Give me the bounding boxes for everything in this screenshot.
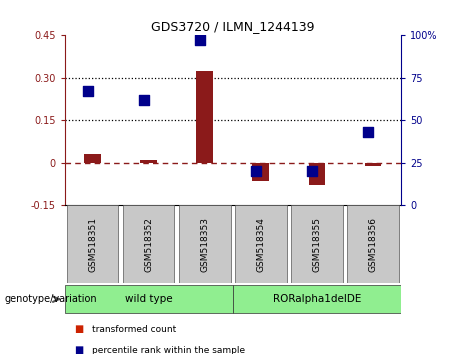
- Point: [308, 169, 316, 174]
- Bar: [84, 154, 101, 163]
- Bar: [67, 205, 118, 283]
- Bar: [179, 205, 230, 283]
- Text: transformed count: transformed count: [92, 325, 177, 334]
- Point: [140, 97, 148, 103]
- Bar: [140, 160, 157, 163]
- Bar: [235, 205, 287, 283]
- Text: GSM518355: GSM518355: [313, 217, 321, 272]
- Bar: [253, 163, 269, 181]
- Text: GSM518352: GSM518352: [144, 217, 153, 272]
- Text: GSM518353: GSM518353: [200, 217, 209, 272]
- Text: wild type: wild type: [125, 294, 172, 304]
- Bar: [308, 163, 325, 185]
- Text: RORalpha1delDE: RORalpha1delDE: [273, 294, 361, 304]
- Point: [364, 130, 372, 135]
- Bar: [65, 285, 233, 314]
- Bar: [196, 71, 213, 163]
- Point: [196, 38, 203, 43]
- Text: ■: ■: [74, 346, 83, 354]
- Title: GDS3720 / ILMN_1244139: GDS3720 / ILMN_1244139: [151, 20, 314, 33]
- Text: genotype/variation: genotype/variation: [5, 294, 97, 304]
- Point: [84, 88, 91, 94]
- Bar: [123, 205, 174, 283]
- Text: GSM518354: GSM518354: [256, 217, 266, 272]
- Bar: [291, 205, 343, 283]
- Text: GSM518351: GSM518351: [88, 217, 97, 272]
- Point: [252, 169, 260, 174]
- Text: percentile rank within the sample: percentile rank within the sample: [92, 346, 245, 354]
- Bar: [347, 205, 399, 283]
- Bar: [233, 285, 401, 314]
- Text: GSM518356: GSM518356: [368, 217, 378, 272]
- Text: ■: ■: [74, 324, 83, 334]
- Bar: [365, 163, 381, 166]
